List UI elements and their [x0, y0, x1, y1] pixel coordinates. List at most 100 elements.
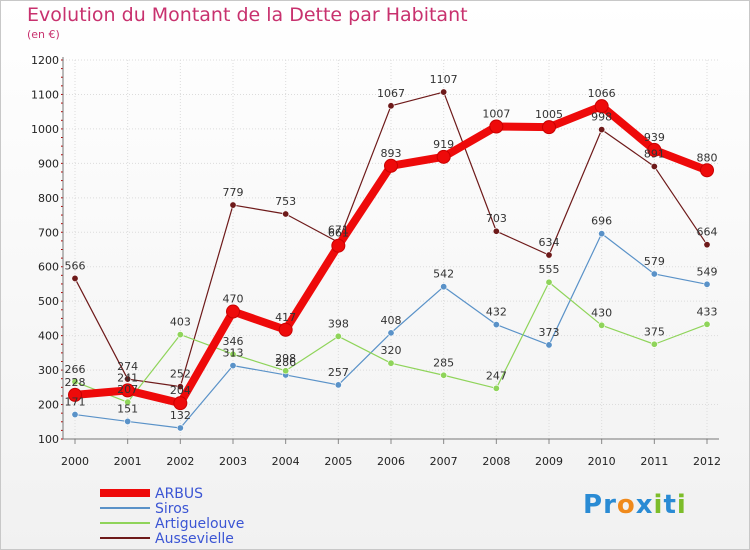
data-point	[71, 411, 79, 419]
data-point	[700, 163, 714, 178]
data-label: 661	[328, 227, 349, 240]
data-point	[647, 142, 662, 157]
data-point	[387, 329, 395, 337]
data-point	[703, 320, 711, 328]
data-point	[492, 227, 500, 235]
legend-label: Aussevielle	[155, 531, 234, 547]
data-point	[492, 321, 500, 329]
data-point	[492, 384, 500, 392]
chart-subtitle: (en €)	[27, 28, 60, 41]
data-point	[124, 375, 132, 383]
brand-letter: x	[635, 490, 654, 520]
x-tick-label: 2000	[61, 455, 89, 468]
x-tick-label: 2007	[430, 455, 458, 468]
data-point	[594, 99, 609, 114]
data-label: 1066	[588, 87, 616, 100]
data-label: 408	[381, 314, 402, 327]
data-label: 579	[644, 255, 665, 268]
data-label: 313	[223, 347, 244, 360]
data-point	[176, 383, 184, 391]
data-label: 433	[697, 305, 718, 318]
data-point	[176, 424, 184, 432]
data-label: 939	[644, 131, 665, 144]
data-label: 151	[117, 402, 138, 415]
data-point	[598, 126, 606, 134]
legend-label: Artiguelouve	[155, 516, 244, 532]
data-point	[278, 322, 293, 337]
brand-letter: i	[676, 490, 687, 520]
data-point	[173, 396, 188, 411]
x-tick-label: 2004	[272, 455, 300, 468]
brand-letter: o	[616, 490, 636, 520]
data-point	[124, 417, 132, 425]
data-label: 470	[223, 293, 244, 306]
data-point	[440, 283, 448, 291]
x-tick-label: 2008	[482, 455, 510, 468]
data-label: 1107	[430, 73, 458, 86]
data-label: 430	[591, 306, 612, 319]
legend-label: ARBUS	[155, 486, 203, 502]
x-tick-label: 2002	[166, 455, 194, 468]
y-tick-label: 1200	[31, 54, 59, 67]
data-label: 634	[539, 236, 560, 249]
chart-title: Evolution du Montant de la Dette par Hab…	[27, 4, 468, 26]
data-point	[387, 359, 395, 367]
data-label: 432	[486, 306, 507, 319]
data-point	[68, 387, 82, 402]
data-label: 1007	[482, 107, 510, 120]
data-point	[703, 241, 711, 249]
data-label: 891	[644, 147, 665, 160]
y-tick-label: 1000	[31, 123, 59, 136]
data-point	[545, 251, 553, 259]
legend-item-aussevielle: Aussevielle	[100, 531, 234, 547]
series-arbus	[68, 99, 714, 411]
data-label: 207	[117, 383, 138, 396]
data-point	[384, 158, 398, 173]
data-point	[331, 238, 346, 253]
data-point	[542, 120, 556, 135]
data-point	[650, 162, 658, 170]
data-label: 696	[591, 215, 612, 228]
data-point	[650, 340, 658, 348]
data-point	[229, 201, 237, 209]
data-label: 549	[697, 265, 718, 278]
series-artiguelouve	[71, 278, 711, 406]
data-label: 286	[275, 356, 296, 369]
data-point	[282, 210, 290, 218]
data-point	[598, 230, 606, 238]
x-tick-label: 2009	[535, 455, 563, 468]
data-label: 893	[381, 147, 402, 160]
data-label: 274	[117, 360, 138, 373]
data-point	[229, 350, 237, 358]
data-point	[436, 149, 451, 164]
data-point	[71, 274, 79, 282]
brand-letter: i	[653, 490, 664, 520]
legend-label: Siros	[155, 501, 189, 517]
data-point	[124, 398, 132, 406]
data-point	[334, 381, 342, 389]
data-point	[387, 102, 395, 110]
data-label: 403	[170, 316, 191, 329]
data-point	[440, 371, 448, 379]
data-point	[226, 304, 240, 319]
data-point	[120, 383, 135, 398]
y-tick-label: 300	[38, 364, 59, 377]
data-label: 566	[65, 259, 86, 272]
y-tick-label: 100	[38, 433, 59, 446]
data-point	[229, 362, 237, 370]
data-label: 664	[697, 226, 718, 239]
data-label: 204	[170, 384, 191, 397]
legend-item-artiguelouve: Artiguelouve	[100, 516, 244, 532]
data-label: 247	[486, 369, 507, 382]
x-tick-label: 2010	[588, 455, 616, 468]
data-label: 417	[275, 311, 296, 324]
data-point	[598, 321, 606, 329]
data-point	[545, 341, 553, 349]
data-label: 373	[539, 326, 560, 339]
data-label: 998	[591, 111, 612, 124]
x-tick-label: 2001	[114, 455, 142, 468]
data-point	[703, 280, 711, 288]
data-label: 241	[117, 371, 138, 384]
brand-letter: t	[663, 490, 677, 520]
